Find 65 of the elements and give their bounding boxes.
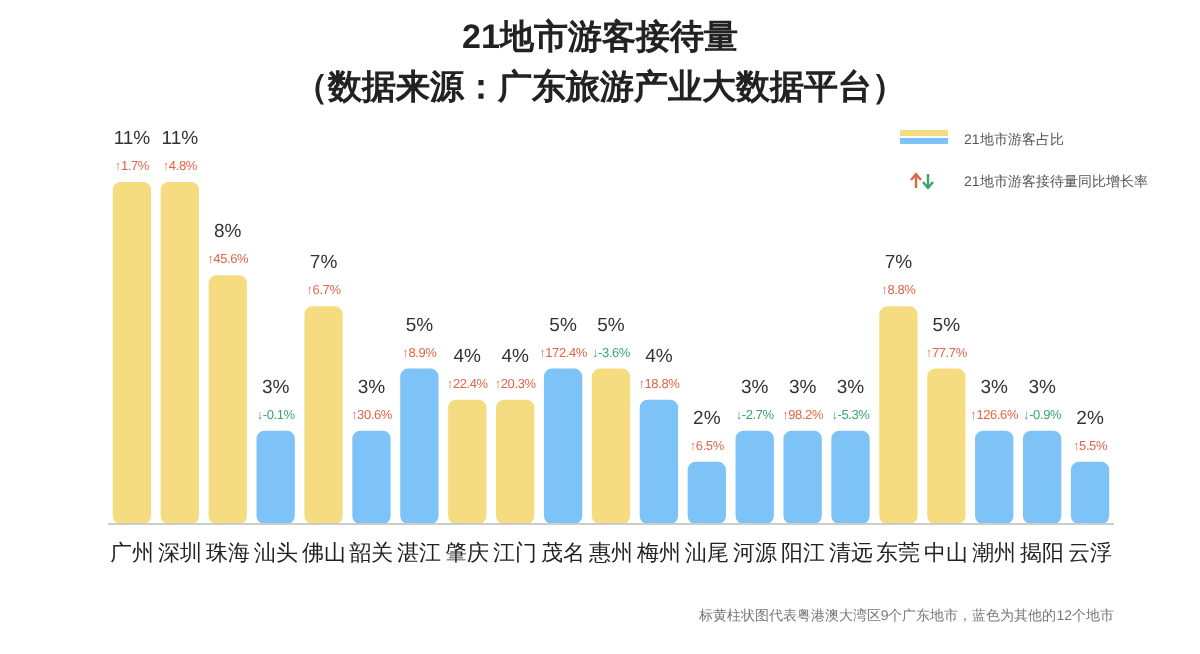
data-label: 7% [309,252,339,275]
x-tick-label: 阳江 [780,541,825,566]
chart-subtitle: （数据来源：广东旅游产业大数据平台） [294,68,906,106]
bar [1070,461,1110,524]
data-label: 8% [214,221,243,244]
data-label: 4% [453,345,483,368]
bar [400,368,439,524]
bar [496,399,535,524]
data-label: 2% [1076,407,1105,430]
bar [831,430,870,524]
data-label: 11% [161,128,200,150]
bar [687,461,726,524]
bar [112,182,152,524]
x-tick-label: 肇庆 [445,539,490,566]
bar [448,399,487,524]
x-tick-label: 江门 [493,539,538,566]
bar [352,430,391,524]
data-label: 3% [1028,376,1057,399]
x-tick-label: 中山 [924,539,969,566]
bar [1022,430,1062,524]
x-tick-label: 东莞 [876,539,921,566]
data-label: 5% [932,314,962,337]
x-tick-label: 潮州 [972,539,1017,566]
bar [639,399,679,524]
data-label: 5% [549,314,578,337]
bar [304,306,343,524]
x-tick-label: 河源 [732,541,777,566]
x-tick-label: 广州 [109,539,154,566]
data-label: 5% [405,314,435,337]
x-tick-label: 惠州 [587,539,633,566]
data-label: 5% [597,314,626,337]
x-tick-label: 茂名 [541,539,586,566]
data-label: 3% [788,376,818,399]
bar [160,182,200,524]
data-label: 7% [884,252,914,275]
bar [927,368,966,524]
data-label: 4% [501,345,531,368]
chart-title: 21地市游客接待量 [462,18,738,56]
data-label: 3% [740,376,770,399]
bar [975,430,1014,524]
x-tick-label: 清远 [828,539,873,566]
bar [879,306,918,524]
bar [735,430,774,524]
x-tick-label: 湛江 [397,539,442,566]
bar [256,430,295,524]
bar [208,275,247,524]
data-label: 4% [645,345,674,368]
x-tick-label: 汕尾 [684,539,729,566]
data-label: 3% [980,376,1010,399]
data-label: 3% [836,376,866,399]
x-tick-label: 揭阳 [1020,541,1065,566]
x-tick-label: 梅州 [634,539,681,566]
x-tick-label: 韶关 [349,539,394,566]
x-tick-label: 佛山 [301,539,346,566]
data-label: 11% [113,128,152,150]
data-label: 2% [693,407,722,430]
data-label: 3% [357,376,387,399]
bar [543,368,583,524]
bar [783,430,822,524]
data-label: 3% [261,376,291,399]
x-tick-label: 云浮 [1068,539,1113,566]
x-tick-label: 深圳 [157,539,202,566]
x-tick-label: 珠海 [205,539,250,566]
bar [591,368,631,524]
x-tick-label: 汕头 [253,539,298,566]
